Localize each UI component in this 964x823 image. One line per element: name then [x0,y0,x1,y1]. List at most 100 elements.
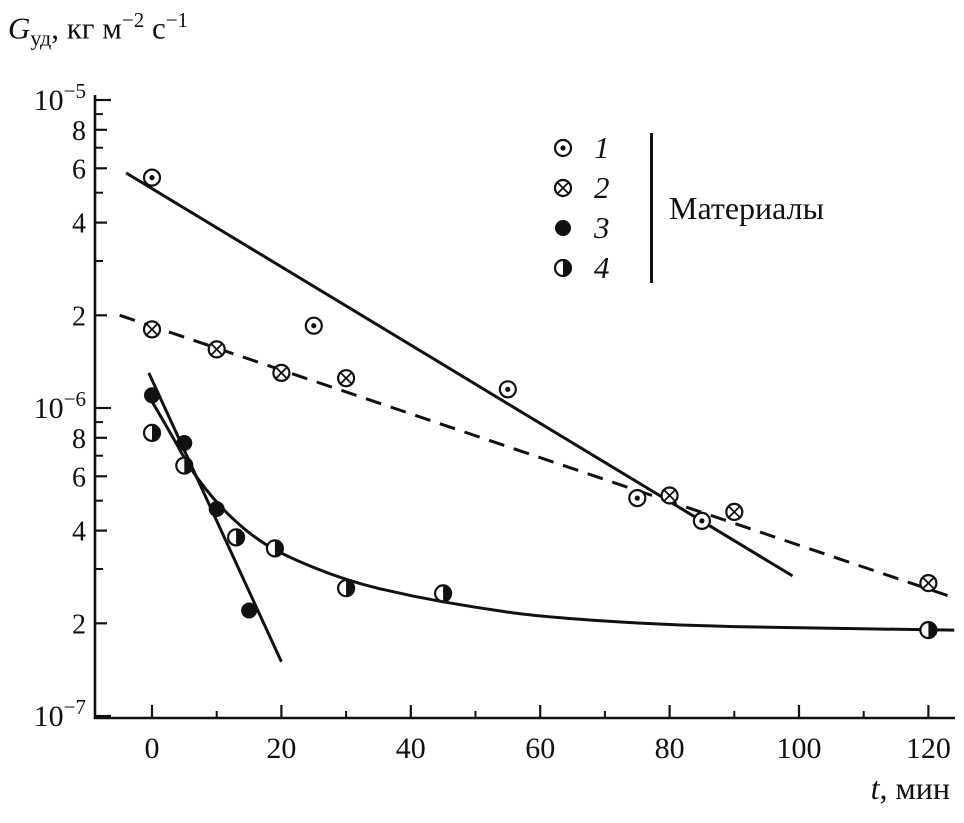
series-4-line [150,400,955,632]
legend-item-2: 2 [550,170,634,206]
circle-cross-icon [553,178,573,198]
legend-divider [650,133,653,283]
y-axis-units: с [144,10,166,46]
y-tick-label: 10−7 [34,695,86,733]
series-4-point [434,584,453,603]
filled-circle-marker [555,220,571,236]
half-fill [443,585,452,602]
y-tick-label: 4 [72,209,86,240]
legend-item-label: 1 [594,130,610,165]
x-tick-label: 120 [906,732,951,765]
half-fill [236,529,245,546]
circle-dot-icon [553,138,573,158]
x-tick-label: 80 [655,732,685,765]
x-tick-label: 40 [396,732,426,765]
series-1-point [628,489,647,508]
series-2-point [919,573,938,593]
cross-stroke [340,372,352,384]
series-4-point [337,579,356,598]
x-axis-units: , мин [879,770,951,806]
series-3-point [144,387,160,404]
legend-item-4: 4 [550,250,634,286]
legend-item-label: 3 [594,210,610,245]
filled-circle-marker [144,387,160,404]
half-fill [152,424,160,441]
half-fill [928,622,937,639]
legend-item-1: 1 [550,130,634,166]
series-2-point [337,369,356,388]
y-tick-label: 4 [72,517,86,548]
series-3-line [147,372,283,663]
cross-stroke [210,343,223,356]
y-tick-label: 2 [72,301,86,332]
series-2-line [119,313,955,600]
series-1-point [142,168,162,187]
series-1-point [498,380,517,399]
series-2-point [725,502,744,521]
x-tick-label: 0 [145,732,160,765]
series-1-point [692,511,712,531]
legend-title: Материалы [669,189,825,226]
legend-items: 1 2 3 4 [550,130,634,286]
y-tick-label: 8 [72,116,86,147]
x-tick-label: 20 [266,732,296,765]
cross-stroke [663,489,676,502]
y-tick-label: 10−6 [34,387,86,425]
series-3-point [208,501,225,517]
series-1-line [125,171,794,578]
center-dot [634,495,640,501]
filled-circle-marker [241,602,258,619]
y-axis-units-exponent: −2 [121,8,145,32]
half-fill [346,580,355,597]
series-2-point [207,340,226,359]
x-tick-label: 60 [525,732,555,765]
cross-stroke [275,367,288,379]
y-tick-label: 6 [72,462,86,493]
circle-filled-icon [555,220,571,236]
center-dot [311,323,317,329]
x-tick-label: 100 [777,732,822,765]
filled-circle-marker [176,435,193,451]
axes-line [93,95,955,720]
series-3-point [176,435,193,451]
x-axis-title: t, мин [871,770,950,807]
y-tick-label: 2 [72,609,86,640]
series-2-point [272,363,291,382]
series-4-point [265,539,284,558]
center-dot [699,518,705,524]
cross-stroke [146,323,158,336]
center-dot [149,175,155,181]
cross-stroke [557,182,569,194]
series-4-point [227,528,246,547]
y-tick-label: 6 [72,154,86,185]
legend: 1 2 3 4 Материалы [550,130,824,286]
y-axis-units: , кг м [51,10,122,46]
half-fill [274,540,283,557]
circle-half-icon [553,258,573,278]
series-1-point [304,316,323,335]
series-2-point [660,486,679,505]
y-axis-symbol: G [8,10,31,46]
legend-item-label: 4 [594,250,610,285]
y-axis-units-exponent: −1 [165,8,189,32]
y-axis-symbol-subscript: уд [30,25,52,51]
half-fill [184,457,193,474]
x-axis-symbol: t [870,770,880,806]
center-dot [505,386,511,392]
y-tick-label: 10−5 [34,79,86,117]
y-tick-label: 8 [72,424,86,455]
series-4-point [175,456,194,475]
series-4-point [142,423,162,442]
filled-circle-marker [208,501,225,517]
center-dot [560,145,566,151]
legend-item-3: 3 [550,210,634,246]
half-fill [563,260,571,276]
y-axis-title: Gуд, кг м−2 с−1 [8,8,188,52]
cross-stroke [728,506,741,518]
legend-item-label: 2 [594,170,610,205]
series-3-point [241,602,258,619]
series-4-point [919,620,938,640]
series-2-point [142,320,162,339]
